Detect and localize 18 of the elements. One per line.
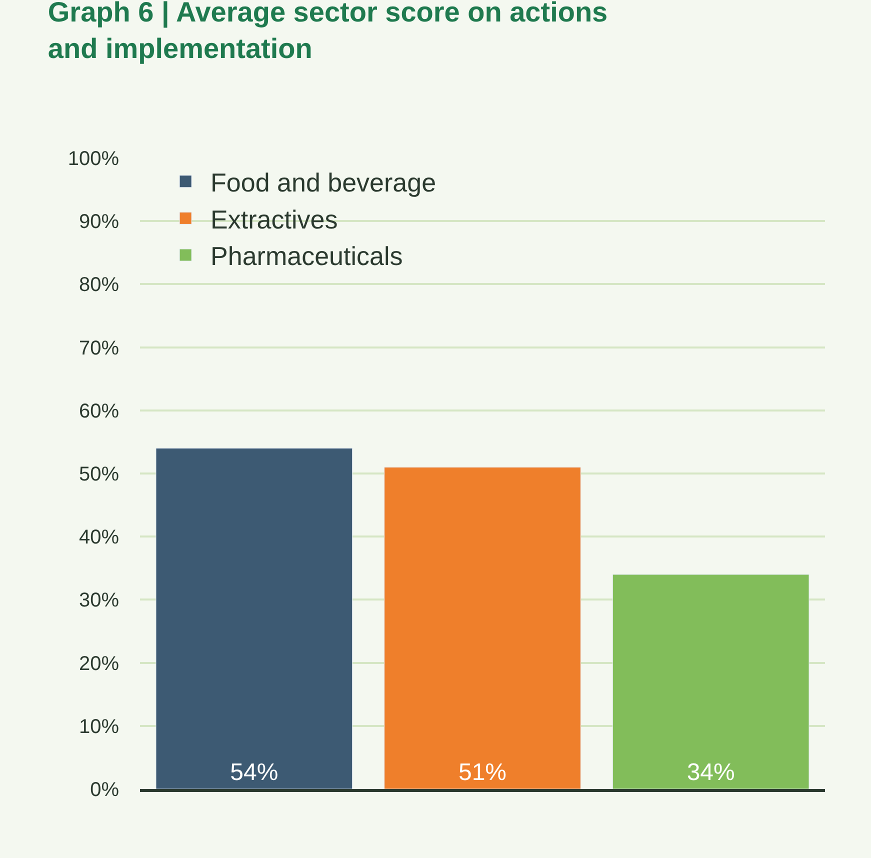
- y-tick-label: 70%: [78, 337, 120, 360]
- chart-title: Graph 6 | Average sector score on actions and implementation: [48, 0, 608, 64]
- y-tick-label: 90%: [78, 211, 120, 234]
- text: 34%: [686, 759, 735, 786]
- y-tick-label: 60%: [78, 400, 120, 422]
- y-tick-label: 40%: [78, 526, 120, 549]
- text: 51%: [458, 759, 507, 786]
- y-tick-label: 30%: [78, 590, 120, 612]
- y-tick-label: 10%: [78, 716, 120, 738]
- legend-label: Food and beverage: [210, 168, 436, 198]
- y-tick-label: 0%: [90, 779, 120, 801]
- y-tick-label: 50%: [78, 464, 120, 486]
- legend-label: Pharmaceuticals: [210, 241, 403, 272]
- y-tick-label: 20%: [78, 652, 120, 675]
- y-tick-label: 80%: [78, 274, 120, 296]
- text: 54%: [230, 759, 278, 786]
- y-tick-label: 100%: [68, 148, 120, 170]
- legend-label: Extractives: [210, 204, 338, 234]
